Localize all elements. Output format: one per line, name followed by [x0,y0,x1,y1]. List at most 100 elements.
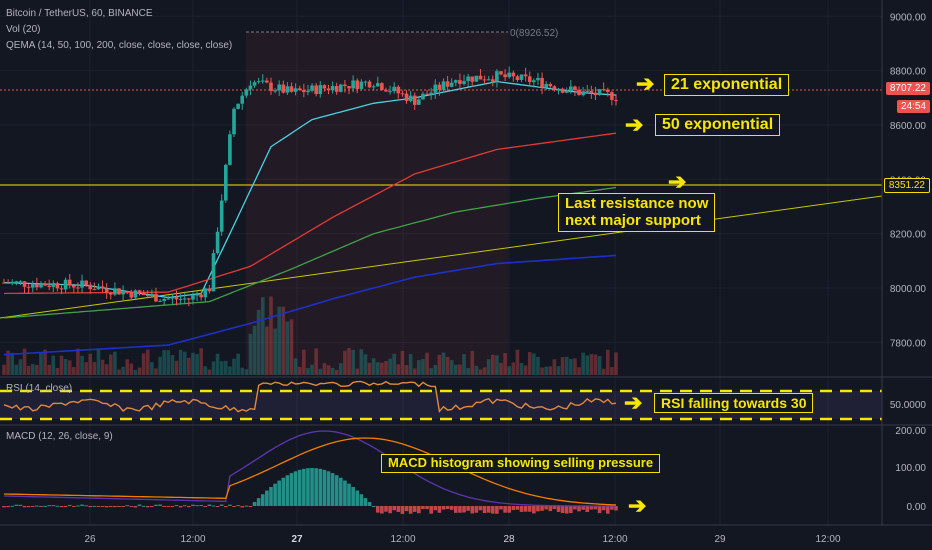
volume-bar [269,296,273,375]
candle-body [503,74,507,78]
volume-bar [334,369,339,375]
candle-body [449,82,454,87]
candle-body [55,283,60,289]
candle-body [462,81,466,84]
candle-body [367,81,372,88]
candle-body [182,298,187,300]
time-tick-label: 29 [714,534,726,545]
candle-body [466,76,470,82]
candle-body [326,88,331,91]
volume-bar [589,354,594,375]
candlesticks [2,66,618,307]
candle-body [330,86,335,91]
candle-body [470,76,475,82]
volume-bar [367,362,372,375]
macd-histogram-bar [441,506,446,510]
volume-bar [548,366,553,375]
candle-body [339,84,343,92]
candle-body [347,86,351,89]
volume-bar [581,352,585,375]
candle-body [527,76,532,83]
ema-line-200 [3,254,617,356]
candle-body [482,79,487,81]
macd-histogram-bar [240,506,245,508]
candle-body [289,86,294,92]
trend-line [0,195,883,319]
candle-body [63,279,68,290]
candle-body [129,292,134,298]
macd-histogram-bar [100,506,105,507]
arrow-left-icon: ➔ [625,112,644,137]
macd-histogram-bar [355,490,360,506]
volume-bar [396,364,401,375]
candle-body [408,95,413,102]
candle-body [605,89,610,93]
macd-histogram-bar [527,506,532,512]
volume-bar [195,354,199,375]
time-tick-label: 12:00 [180,534,205,545]
macd-histogram-bar [326,471,331,506]
candle-body [100,286,105,289]
candle-body [601,89,606,91]
volume-bar [248,333,253,375]
macd-histogram-bar [371,506,376,507]
volume-bar [445,357,450,375]
volume-bar [597,355,602,375]
candle-body [380,83,384,90]
volume-bar [215,353,220,375]
volume-bar [429,368,433,375]
macd-line [3,430,616,507]
macd-histogram-bar [532,506,536,514]
volume-bar [347,348,351,375]
macd-histogram-bar [339,477,343,506]
candle-body [593,92,598,96]
candle-body [532,80,536,83]
candle-body [519,74,524,81]
price-tick-label: 8000.00 [890,284,927,295]
annotation-rsi: RSI falling towards 30 [654,393,814,414]
macd-histogram-bar [367,502,372,506]
candle-body [10,281,15,284]
macd-histogram-bar [154,504,158,506]
candle-body [293,88,298,92]
volume-bar [2,364,6,375]
volume-bar [363,354,368,375]
volume-bar [55,368,60,375]
macd-histogram-bar [55,505,60,507]
candle-body [540,77,544,88]
candle-body [281,84,286,93]
candle-body [6,282,10,284]
macd-histogram-bar [137,504,142,506]
volume-bar [10,352,15,375]
candle-body [158,300,162,302]
volume-bar [544,366,548,375]
candle-body [396,86,401,94]
macd-histogram-bar [6,506,10,508]
volume-bar [408,353,413,375]
macd-histogram-bar [277,480,281,506]
volume-bar [523,365,528,375]
candle-body [585,90,590,92]
candle-body [314,85,318,95]
candle-body [355,80,360,89]
macd-histogram-bar [449,506,454,510]
volume-bar [281,306,286,375]
macd-histogram-bar [18,504,23,506]
volume-bar [318,368,323,375]
macd-histogram-bar [223,506,228,508]
candle-body [104,288,109,293]
candle-body [614,99,618,101]
volume-bar [556,366,561,375]
candle-body [43,283,47,286]
candle-body [544,84,548,88]
macd-histogram-bar [92,505,97,507]
macd-histogram-bar [605,506,610,514]
volume-bar [154,368,158,375]
candle-body [236,103,240,109]
candle-body [211,253,216,292]
candle-body [322,85,327,89]
volume-bar [564,356,569,375]
macd-legend: MACD (12, 26, close, 9) [6,431,113,442]
candle-body [371,86,376,88]
volume-bar [84,362,88,375]
